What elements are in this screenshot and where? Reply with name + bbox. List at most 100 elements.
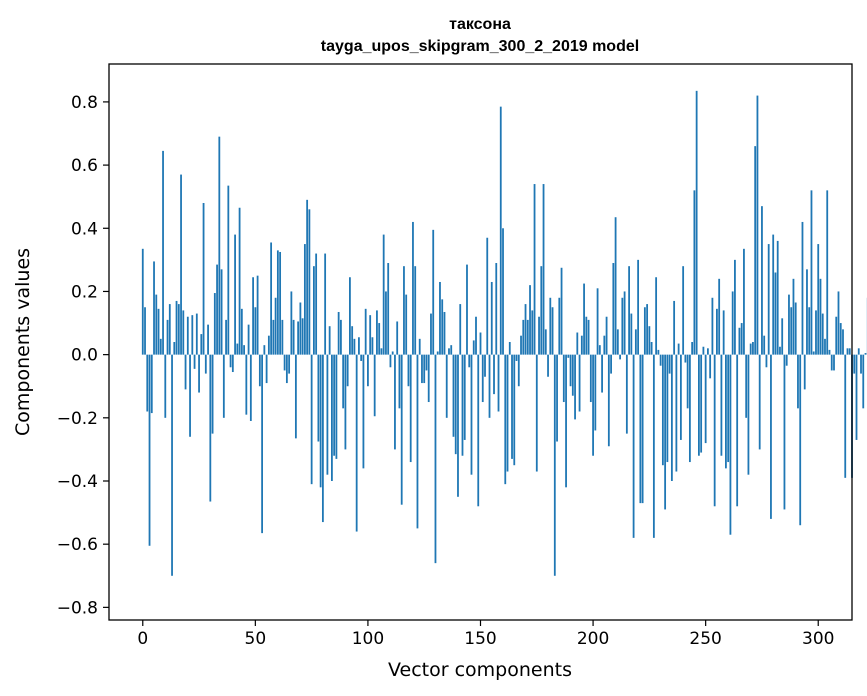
bar-56 — [267, 335, 270, 355]
bar-303 — [824, 338, 826, 355]
bar-251 — [707, 348, 709, 355]
bar-13 — [171, 354, 173, 576]
bar-9 — [162, 150, 164, 355]
bar-52 — [258, 354, 261, 387]
bar-231 — [661, 354, 664, 466]
bar-5 — [153, 261, 155, 355]
bar-153 — [486, 237, 489, 355]
bar-260 — [727, 354, 730, 463]
bar-39 — [229, 354, 232, 368]
bar-53 — [261, 354, 263, 534]
bar-156 — [493, 354, 495, 395]
bar-261 — [729, 354, 732, 535]
chart-title-line1: таксона — [449, 16, 511, 33]
bar-23 — [193, 354, 196, 369]
bar-3 — [148, 354, 151, 546]
bar-67 — [292, 319, 295, 355]
bar-88 — [340, 319, 342, 355]
bar-38 — [227, 185, 230, 355]
bar-302 — [821, 313, 824, 355]
bar-145 — [468, 354, 471, 368]
bar-72 — [303, 244, 306, 355]
bar-309 — [837, 291, 840, 355]
bar-81 — [324, 253, 327, 355]
bar-63 — [283, 354, 286, 371]
bar-34 — [218, 136, 221, 355]
bar-44 — [240, 308, 243, 355]
bar-223 — [643, 307, 646, 355]
bar-318 — [857, 348, 860, 355]
bar-125 — [423, 354, 426, 384]
bar-319 — [860, 354, 862, 374]
bar-26 — [200, 334, 203, 355]
bar-232 — [664, 354, 667, 510]
bar-117 — [405, 294, 408, 355]
bar-248 — [700, 354, 703, 453]
bar-46 — [245, 354, 248, 415]
bar-100 — [367, 354, 369, 387]
bar-129 — [432, 229, 435, 355]
bar-210 — [614, 217, 617, 355]
bar-165 — [513, 354, 516, 466]
bar-271 — [752, 342, 754, 355]
bar-84 — [331, 354, 333, 481]
bar-295 — [806, 269, 808, 355]
bar-226 — [650, 342, 653, 355]
bar-127 — [427, 354, 430, 403]
bar-60 — [276, 250, 279, 355]
bar-170 — [524, 304, 527, 355]
bar-89 — [342, 354, 345, 409]
bar-163 — [508, 342, 511, 355]
bar-120 — [412, 221, 414, 355]
bar-157 — [495, 263, 498, 355]
bar-111 — [391, 351, 394, 355]
bar-184 — [556, 354, 558, 442]
bar-160 — [502, 228, 504, 355]
x-axis-label: Vector components — [388, 659, 572, 681]
bar-154 — [488, 354, 491, 418]
bar-294 — [803, 354, 806, 390]
bar-178 — [542, 184, 545, 355]
bar-105 — [378, 323, 381, 355]
bar-289 — [792, 278, 795, 355]
bar-283 — [779, 346, 781, 355]
bar-148 — [475, 316, 477, 355]
bar-132 — [439, 281, 441, 355]
bar-235 — [670, 354, 673, 481]
bar-233 — [666, 354, 669, 463]
bar-234 — [668, 354, 671, 374]
bar-214 — [623, 291, 626, 355]
bar-243 — [688, 354, 691, 463]
bar-61 — [279, 251, 282, 355]
bar-266 — [740, 323, 743, 355]
bar-247 — [698, 354, 700, 456]
bars-group — [141, 90, 867, 576]
bar-55 — [265, 354, 268, 384]
bar-224 — [646, 304, 649, 355]
bar-191 — [571, 354, 574, 396]
bar-238 — [677, 343, 680, 355]
bar-119 — [409, 354, 412, 463]
bar-188 — [565, 354, 567, 488]
bar-27 — [202, 203, 205, 355]
bar-186 — [560, 267, 563, 355]
bar-269 — [747, 354, 750, 475]
bar-71 — [301, 318, 304, 355]
bar-73 — [306, 199, 309, 355]
bar-64 — [285, 354, 288, 384]
bar-83 — [328, 326, 331, 355]
bar-161 — [504, 354, 507, 485]
bar-175 — [535, 354, 538, 472]
bar-220 — [637, 259, 640, 355]
bar-48 — [249, 354, 252, 421]
bar-305 — [828, 349, 831, 355]
bar-141 — [459, 304, 462, 355]
bar-93 — [351, 326, 354, 355]
bar-172 — [529, 285, 531, 355]
bar-241 — [684, 354, 687, 363]
bar-296 — [808, 307, 811, 355]
bar-263 — [734, 259, 736, 355]
bar-122 — [416, 354, 419, 529]
bar-262 — [731, 291, 734, 355]
bar-293 — [801, 221, 804, 355]
